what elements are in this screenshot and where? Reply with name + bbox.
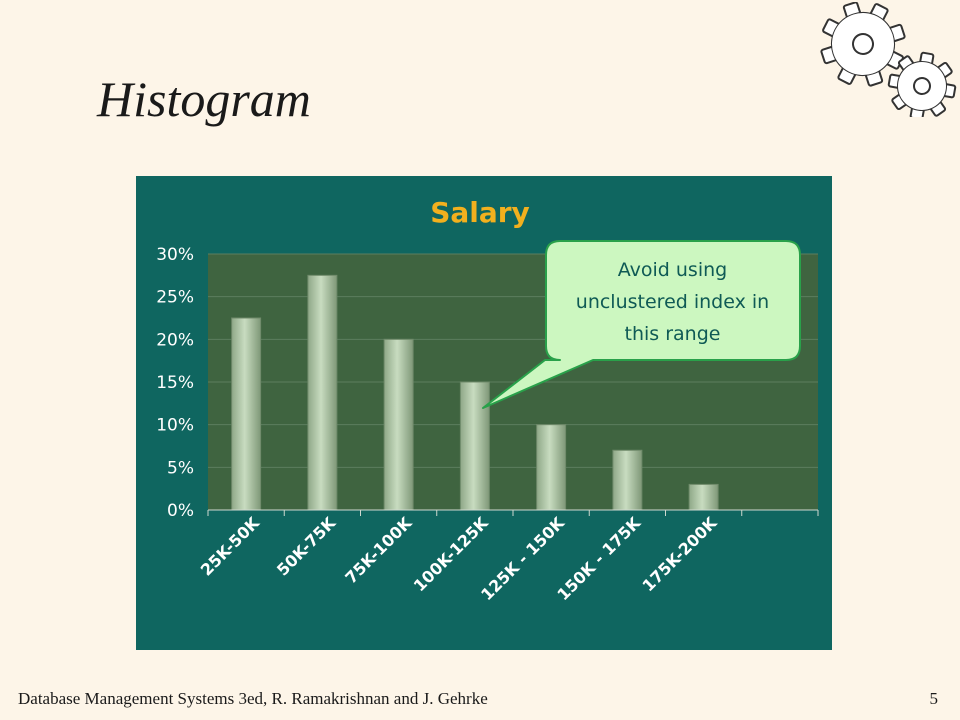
y-tick-label: 15% xyxy=(156,373,194,393)
gear-large-icon xyxy=(820,2,906,87)
bar xyxy=(231,317,262,511)
bar xyxy=(459,381,490,511)
bar xyxy=(688,483,719,511)
gears-icon xyxy=(820,2,957,117)
callout-text: Avoid using unclustered index in this ra… xyxy=(575,258,770,345)
chart-title: Salary xyxy=(430,196,530,229)
x-tick-label: 100K-125K xyxy=(410,513,492,595)
y-tick-label: 25% xyxy=(156,288,194,308)
bar xyxy=(536,424,567,511)
gear-small-icon xyxy=(887,51,957,117)
bar xyxy=(307,274,338,511)
slide-title: Histogram xyxy=(97,71,311,127)
x-tick-label: 175K-200K xyxy=(639,513,721,595)
footer-citation: Database Management Systems 3ed, R. Rama… xyxy=(18,689,488,708)
bar xyxy=(383,338,414,511)
page-number: 5 xyxy=(929,689,939,708)
y-tick-label: 0% xyxy=(167,501,194,521)
y-tick-label: 5% xyxy=(167,458,194,478)
bar xyxy=(612,449,643,511)
x-tick-label: 50K-75K xyxy=(273,513,340,580)
x-tick-label: 25K-50K xyxy=(197,513,264,580)
y-tick-label: 20% xyxy=(156,330,194,350)
y-tick-label: 10% xyxy=(156,416,194,436)
x-tick-label: 75K-100K xyxy=(341,513,415,587)
y-tick-label: 30% xyxy=(156,245,194,265)
